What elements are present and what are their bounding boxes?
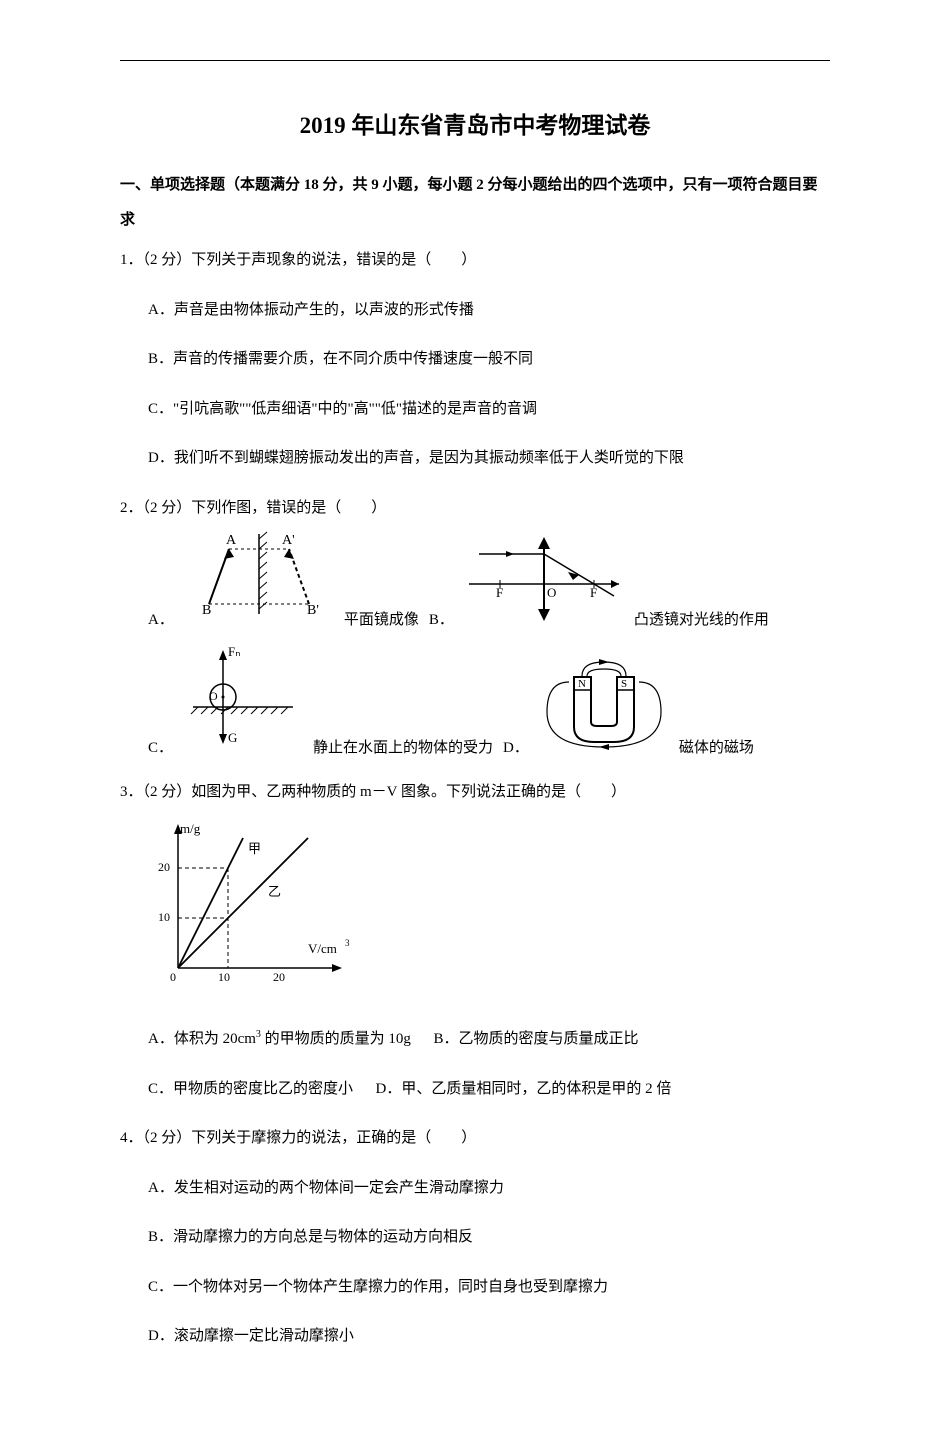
- label-Ap: A': [282, 533, 295, 548]
- tick-0: 0: [170, 970, 176, 984]
- label-G: G: [228, 730, 237, 745]
- question-3: 3．（2 分）如图为甲、乙两种物质的 m－V 图象。下列说法正确的是（ ） m/…: [120, 775, 830, 1106]
- q4-option-a: A．发生相对运动的两个物体间一定会产生滑动摩擦力: [120, 1171, 830, 1206]
- label-FN: Fₙ: [228, 644, 240, 659]
- q4-stem: 4．（2 分）下列关于摩擦力的说法，正确的是（ ）: [120, 1121, 830, 1156]
- label-S: S: [621, 678, 627, 690]
- label-yi: 乙: [268, 884, 281, 899]
- q1-option-b: B．声音的传播需要介质，在不同介质中传播速度一般不同: [120, 342, 830, 377]
- q4-option-c: C．一个物体对另一个物体产生摩擦力的作用，同时自身也受到摩擦力: [120, 1270, 830, 1305]
- q1-option-a: A．声音是由物体振动产生的，以声波的形式传播: [120, 293, 830, 328]
- label-O: O: [547, 585, 556, 600]
- q2-c-label: C．: [148, 731, 173, 766]
- q2-row-1: A． A B: [120, 529, 830, 638]
- q3-option-b: B．乙物质的密度与质量成正比: [433, 1031, 638, 1047]
- exam-title: 2019 年山东省青岛市中考物理试卷: [120, 106, 830, 140]
- q4-option-b: B．滑动摩擦力的方向总是与物体的运动方向相反: [120, 1220, 830, 1255]
- label-Bp: B': [307, 603, 319, 618]
- q4-option-d: D．滚动摩擦一定比滑动摩擦小: [120, 1319, 830, 1354]
- q2-d-desc: 磁体的磁场: [679, 731, 754, 766]
- label-A: A: [226, 533, 237, 548]
- q3-option-a: A．体积为 20cm3 的甲物质的质量为 10g: [148, 1031, 411, 1047]
- q2-diagram-c: O Fₙ G: [183, 642, 303, 766]
- label-N: N: [578, 678, 586, 690]
- q2-diagram-d: N S: [539, 652, 669, 766]
- q1-option-c: C．"引吭高歌""低声细语"中的"高""低"描述的是声音的音调: [120, 392, 830, 427]
- label-O-c: O: [209, 689, 218, 703]
- chart-xlabel: V/cm: [308, 941, 337, 956]
- q3-chart: m/g V/cm 3 0 10 20 10 20 甲 乙: [120, 818, 830, 1007]
- header-divider: [120, 60, 830, 61]
- q3-options-row1: A．体积为 20cm3 的甲物质的质量为 10g B．乙物质的密度与质量成正比: [120, 1022, 830, 1057]
- chart-xlabel-sup: 3: [345, 938, 350, 948]
- q2-d-label: D．: [503, 731, 529, 766]
- q2-stem: 2．（2 分）下列作图，错误的是（ ）: [120, 491, 830, 526]
- tick-x10: 10: [218, 970, 230, 984]
- tick-y20: 20: [158, 860, 170, 874]
- question-4: 4．（2 分）下列关于摩擦力的说法，正确的是（ ） A．发生相对运动的两个物体间…: [120, 1121, 830, 1354]
- q2-diagram-b: F O F: [464, 529, 624, 638]
- q3-option-d: D．甲、乙质量相同时，乙的体积是甲的 2 倍: [376, 1081, 672, 1097]
- q2-c-desc: 静止在水面上的物体的受力: [313, 731, 493, 766]
- label-B: B: [202, 603, 211, 618]
- section-header: 一、单项选择题（本题满分 18 分，共 9 小题，每小题 2 分每小题给出的四个…: [120, 168, 830, 237]
- label-jia: 甲: [248, 841, 261, 856]
- q2-a-label: A．: [148, 603, 174, 638]
- q3-option-c: C．甲物质的密度比乙的密度小: [148, 1081, 353, 1097]
- q1-stem: 1．（2 分）下列关于声现象的说法，错误的是（ ）: [120, 243, 830, 278]
- q2-b-desc: 凸透镜对光线的作用: [634, 603, 769, 638]
- tick-y10: 10: [158, 910, 170, 924]
- q2-diagram-a: A B A' B': [184, 529, 334, 638]
- question-2: 2．（2 分）下列作图，错误的是（ ） A．: [120, 491, 830, 766]
- chart-ylabel: m/g: [180, 821, 201, 836]
- q2-a-desc: 平面镜成像: [344, 603, 419, 638]
- q3-options-row2: C．甲物质的密度比乙的密度小 D．甲、乙质量相同时，乙的体积是甲的 2 倍: [120, 1072, 830, 1107]
- q2-row-2: C． O: [120, 642, 830, 766]
- q3-stem: 3．（2 分）如图为甲、乙两种物质的 m－V 图象。下列说法正确的是（ ）: [120, 775, 830, 810]
- q2-b-label: B．: [429, 603, 454, 638]
- q1-option-d: D．我们听不到蝴蝶翅膀振动发出的声音，是因为其振动频率低于人类听觉的下限: [120, 441, 830, 476]
- question-1: 1．（2 分）下列关于声现象的说法，错误的是（ ） A．声音是由物体振动产生的，…: [120, 243, 830, 476]
- tick-x20: 20: [273, 970, 285, 984]
